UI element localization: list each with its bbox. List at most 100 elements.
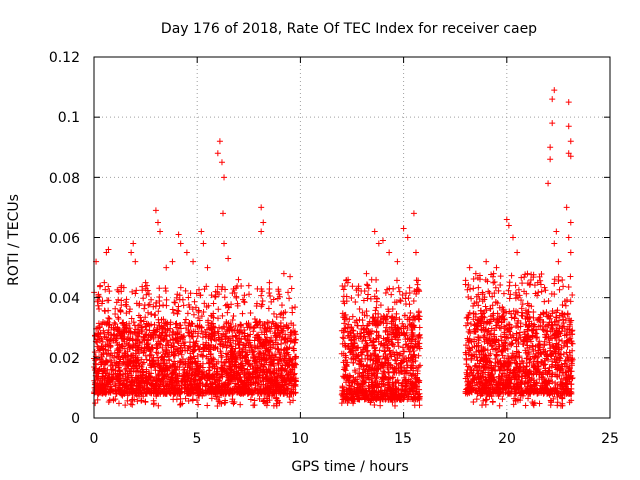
- data-point: [291, 370, 298, 377]
- data-point: [541, 284, 548, 291]
- data-point: [497, 282, 504, 289]
- data-point: [138, 397, 145, 404]
- data-point: [191, 298, 198, 305]
- data-point: [236, 345, 243, 352]
- data-point: [105, 297, 112, 304]
- data-point: [111, 319, 118, 326]
- data-point: [180, 302, 187, 309]
- data-point: [261, 397, 268, 404]
- data-point: [538, 288, 545, 295]
- data-point: [118, 302, 125, 309]
- data-point: [254, 285, 261, 292]
- data-point: [567, 273, 574, 280]
- data-point: [156, 285, 163, 292]
- data-point: [176, 358, 183, 365]
- data-point: [247, 310, 254, 317]
- data-point: [230, 312, 237, 319]
- data-point: [139, 360, 146, 367]
- data-point: [277, 311, 284, 318]
- data-point: [162, 288, 169, 295]
- data-point: [395, 284, 402, 291]
- data-point: [105, 315, 112, 322]
- data-point: [155, 316, 162, 323]
- data-point: [361, 287, 368, 294]
- data-point: [143, 282, 150, 289]
- data-point: [274, 360, 281, 367]
- data-point: [179, 296, 186, 303]
- data-point: [470, 285, 477, 292]
- data-point: [244, 351, 251, 358]
- data-point: [535, 341, 542, 348]
- data-point: [194, 353, 201, 360]
- data-point: [565, 284, 572, 291]
- data-point: [208, 351, 215, 358]
- data-point: [129, 401, 136, 408]
- data-point: [145, 291, 152, 298]
- data-point: [415, 277, 422, 284]
- data-point: [518, 274, 525, 281]
- data-point: [214, 402, 221, 409]
- data-point: [185, 329, 192, 336]
- data-point: [410, 297, 417, 304]
- data-point: [396, 288, 403, 295]
- data-point: [285, 289, 292, 296]
- data-point: [204, 402, 211, 409]
- data-point: [224, 309, 231, 316]
- data-point: [96, 305, 103, 312]
- data-point: [150, 397, 157, 404]
- data-point: [102, 308, 109, 315]
- data-point: [286, 295, 293, 302]
- data-point: [541, 298, 548, 305]
- data-point: [269, 318, 276, 325]
- data-point: [239, 310, 246, 317]
- data-point: [259, 298, 266, 305]
- data-point: [145, 302, 152, 309]
- data-point: [560, 350, 567, 357]
- data-point: [352, 298, 359, 305]
- data-point: [105, 283, 112, 290]
- data-point: [556, 286, 563, 293]
- data-point: [266, 285, 273, 292]
- data-point: [349, 313, 356, 320]
- data-point: [169, 306, 176, 313]
- data-point: [292, 304, 299, 311]
- data-point: [100, 365, 107, 372]
- data-point: [175, 303, 182, 310]
- data-point: [241, 292, 248, 299]
- data-point: [112, 305, 119, 312]
- data-point: [92, 360, 99, 367]
- data-point: [148, 321, 155, 328]
- data-point: [264, 380, 271, 387]
- data-point: [190, 311, 197, 318]
- data-point: [210, 300, 217, 307]
- data-point: [134, 398, 141, 405]
- data-point: [540, 327, 547, 334]
- data-point: [141, 305, 148, 312]
- data-point: [560, 283, 567, 290]
- data-point: [512, 282, 519, 289]
- data-point: [189, 333, 196, 340]
- data-point: [559, 276, 566, 283]
- data-point: [177, 284, 184, 291]
- data-point: [182, 316, 189, 323]
- data-point: [107, 343, 114, 350]
- data-point: [160, 302, 167, 309]
- data-point: [271, 325, 278, 332]
- data-point: [143, 356, 150, 363]
- data-point: [127, 401, 134, 408]
- data-point: [251, 315, 258, 322]
- data-point: [542, 287, 549, 294]
- data-point: [163, 296, 170, 303]
- data-point: [260, 397, 267, 404]
- data-point: [195, 309, 202, 316]
- data-point: [233, 293, 240, 300]
- data-point: [151, 312, 158, 319]
- data-point: [402, 295, 409, 302]
- data-point: [170, 309, 177, 316]
- data-point: [115, 296, 122, 303]
- data-point: [195, 401, 202, 408]
- data-point: [215, 306, 222, 313]
- data-point: [155, 308, 162, 315]
- data-point: [270, 310, 277, 317]
- data-point: [340, 286, 347, 293]
